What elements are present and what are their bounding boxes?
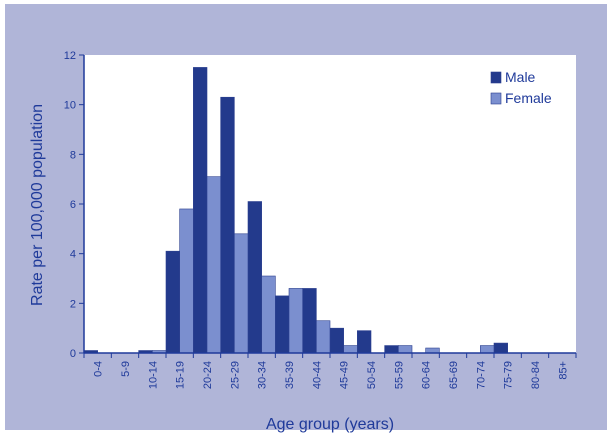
bar-male-20-24 bbox=[193, 67, 208, 354]
plot-area bbox=[84, 55, 576, 353]
y-ticks-group: 0 2 4 6 8 10 12 bbox=[64, 50, 84, 360]
bar-male-30-34 bbox=[247, 201, 262, 354]
x-tick-label: 10-14 bbox=[147, 361, 159, 389]
bar-male-15-19 bbox=[165, 250, 180, 354]
x-tick-label: 25-29 bbox=[229, 361, 241, 389]
y-tick-label: 6 bbox=[70, 199, 76, 211]
bar-male-25-29 bbox=[220, 96, 235, 354]
x-tick-label: 55-59 bbox=[393, 361, 405, 389]
legend: Male Female bbox=[490, 69, 552, 106]
x-ticks-group: 0-4 5-9 10-14 15-19 20-24 25-29 30-34 35-39 40-4… bbox=[83, 353, 577, 389]
y-tick-label: 4 bbox=[70, 249, 76, 261]
legend-label-female: Female bbox=[505, 90, 552, 106]
x-tick-label: 20-24 bbox=[202, 361, 214, 389]
legend-swatch-female bbox=[490, 92, 502, 105]
x-tick-label: 0-4 bbox=[93, 361, 105, 377]
x-tick-label: 5-9 bbox=[120, 361, 132, 377]
y-tick-label: 0 bbox=[70, 348, 76, 360]
x-tick-label: 50-54 bbox=[366, 361, 378, 389]
x-tick-label: 60-64 bbox=[421, 361, 433, 389]
x-tick-label: 45-49 bbox=[339, 361, 351, 389]
bar-female-70-74 bbox=[480, 345, 495, 354]
bar-female-25-29 bbox=[234, 233, 249, 354]
x-tick-label: 30-34 bbox=[257, 361, 269, 389]
y-tick-label: 12 bbox=[64, 50, 76, 62]
x-tick-label: 80-84 bbox=[530, 361, 542, 389]
bar-male-50-54 bbox=[357, 330, 372, 354]
bar-male-40-44 bbox=[302, 288, 317, 354]
x-axis-label: Age group (years) bbox=[266, 416, 394, 433]
bar-female-55-59 bbox=[398, 345, 413, 354]
bar-female-35-39 bbox=[288, 288, 303, 354]
bar-female-20-24 bbox=[206, 176, 221, 354]
bar-female-45-49 bbox=[343, 345, 358, 354]
bar-male-75-79 bbox=[493, 342, 508, 354]
y-tick-label: 8 bbox=[70, 149, 76, 161]
bar-male-35-39 bbox=[275, 295, 290, 354]
x-tick-label: 75-79 bbox=[503, 361, 515, 389]
bar-male-45-49 bbox=[329, 327, 344, 354]
x-tick-label: 85+ bbox=[557, 361, 569, 380]
legend-label-male: Male bbox=[505, 69, 536, 85]
x-tick-label: 65-69 bbox=[448, 361, 460, 389]
x-tick-label: 15-19 bbox=[175, 361, 187, 389]
legend-swatch-male bbox=[490, 71, 502, 84]
y-axis-label: Rate per 100,000 population bbox=[29, 104, 46, 306]
y-tick-label: 10 bbox=[64, 100, 76, 112]
bar-female-40-44 bbox=[316, 320, 331, 354]
bar-male-55-59 bbox=[384, 345, 399, 354]
x-tick-label: 40-44 bbox=[311, 361, 323, 389]
y-tick-label: 2 bbox=[70, 298, 76, 310]
bars-group bbox=[83, 67, 508, 354]
x-tick-label: 35-39 bbox=[284, 361, 296, 389]
bar-female-15-19 bbox=[179, 208, 194, 354]
bar-female-30-34 bbox=[261, 275, 276, 354]
x-tick-label: 70-74 bbox=[475, 361, 487, 389]
